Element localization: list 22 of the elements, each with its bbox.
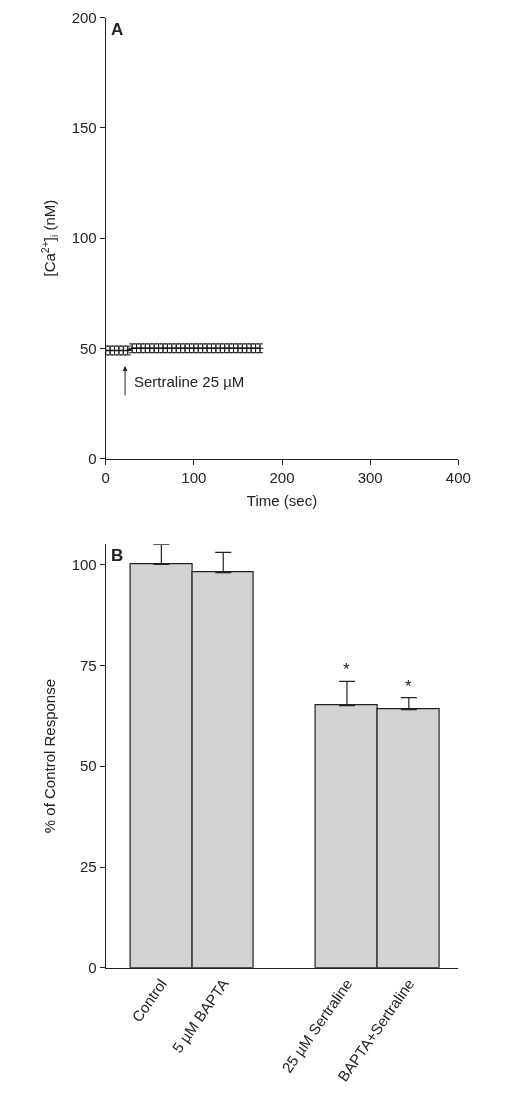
annotation: * (405, 677, 412, 696)
y-tick-label: 100 (71, 555, 97, 573)
y-tick-label: 200 (71, 8, 97, 26)
x-tick-label: 0 (101, 468, 110, 486)
y-axis-title: % of Control Response (40, 678, 58, 834)
x-tick-label: 400 (445, 468, 471, 486)
y-tick-label: 75 (79, 656, 97, 674)
annotation: * (343, 660, 350, 679)
x-tick-label: 100 (181, 468, 207, 486)
y-tick-label: 0 (88, 959, 97, 977)
y-tick-label: 150 (71, 119, 97, 137)
y-tick-label: 100 (71, 229, 97, 247)
y-tick-label: 50 (79, 339, 97, 357)
y-tick-label: 25 (79, 858, 97, 876)
x-tick-label: 200 (269, 468, 295, 486)
annotation: Sertraline 25 µM (134, 373, 245, 390)
y-tick-label: 0 (88, 449, 97, 467)
x-axis-title: Time (sec) (246, 491, 318, 509)
chart-title: B (111, 546, 124, 565)
x-tick-label: 300 (357, 468, 383, 486)
y-tick-label: 50 (79, 757, 97, 775)
chart-title: A (111, 20, 124, 39)
